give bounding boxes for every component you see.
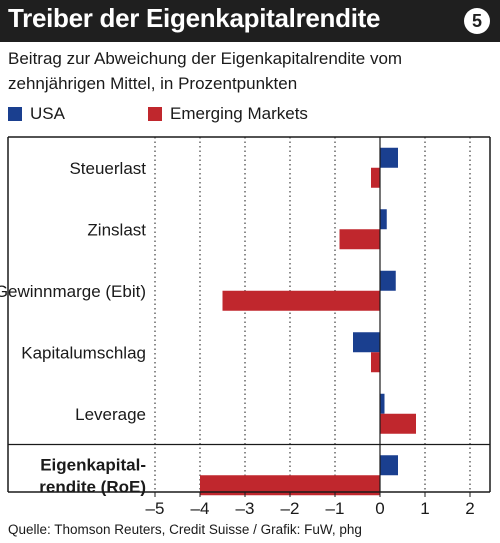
x-tick-label-7: 2 [465, 499, 474, 518]
bar-usa-3 [353, 332, 380, 353]
category-label-2: Gewinnmarge (Ebit) [0, 282, 146, 301]
category-label-1: Zinslast [87, 220, 146, 239]
legend-swatch-usa [8, 107, 22, 121]
chart-subtitle: Beitrag zur Abweichung der Eigenkapitalr… [8, 46, 488, 96]
x-tick-label-6: 1 [420, 499, 429, 518]
bar-emerging-markets-4 [380, 413, 416, 434]
legend-label-emerging-markets: Emerging Markets [170, 104, 308, 123]
bar-emerging-markets-1 [339, 229, 380, 250]
bar-emerging-markets-0 [371, 167, 380, 188]
bar-emerging-markets-5 [200, 475, 380, 496]
category-label-0: Steuerlast [69, 159, 146, 178]
subtitle-line-1: Beitrag zur Abweichung der Eigenkapitalr… [8, 49, 403, 68]
x-tick-label-5: 0 [375, 499, 384, 518]
legend-label-usa: USA [30, 104, 65, 123]
bar-usa-5 [380, 455, 398, 476]
category-label-4: Leverage [75, 405, 146, 424]
x-tick-label-3: –2 [281, 499, 300, 518]
bar-usa-0 [380, 147, 398, 168]
x-tick-label-2: –3 [236, 499, 255, 518]
chart-title: Treiber der Eigenkapitalrendite [8, 3, 381, 33]
bar-usa-2 [380, 270, 396, 291]
subtitle-line-2: zehnjährigen Mittel, in Prozentpunkten [8, 74, 298, 93]
source-footer: Quelle: Thomson Reuters, Credit Suisse /… [8, 522, 362, 537]
category-label-5-line-0: Eigenkapital- [40, 455, 146, 474]
chart-header: Treiber der Eigenkapitalrendite 5 [0, 0, 500, 42]
bar-emerging-markets-3 [371, 352, 380, 373]
bar-usa-4 [380, 393, 385, 414]
x-tick-label-0: –5 [146, 499, 165, 518]
x-tick-label-4: –1 [326, 499, 345, 518]
chart-number-badge: 5 [464, 8, 490, 34]
legend-swatch-emerging-markets [148, 107, 162, 121]
category-label-5-line-1: rendite (RoE) [39, 477, 146, 496]
x-tick-label-1: –4 [191, 499, 210, 518]
bar-usa-1 [380, 209, 387, 230]
category-label-3: Kapitalumschlag [21, 343, 146, 362]
bar-emerging-markets-2 [222, 290, 380, 311]
